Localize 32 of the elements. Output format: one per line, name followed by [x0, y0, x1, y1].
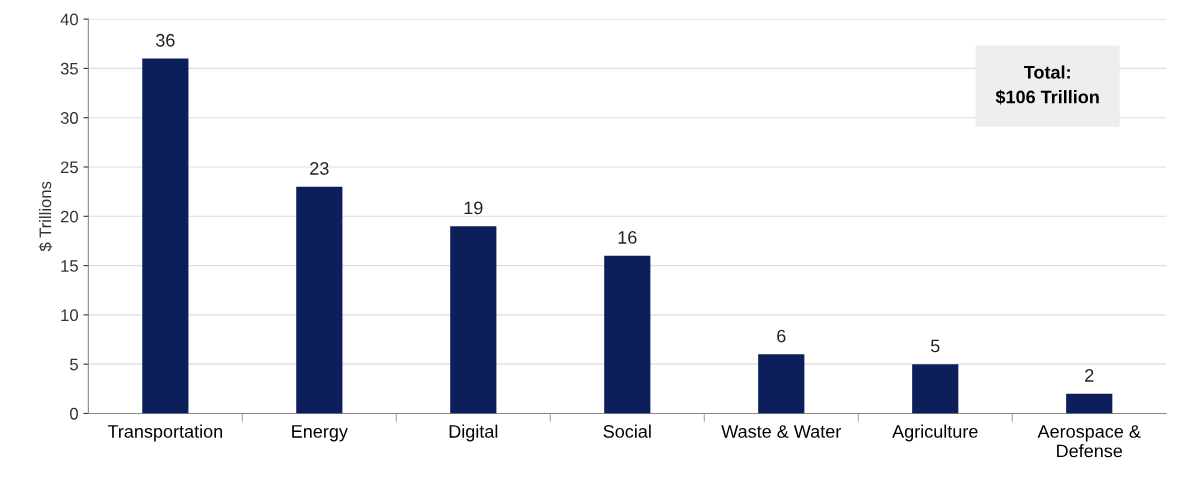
- y-tick-label: 40: [60, 13, 78, 26]
- x-tick-label: Energy: [292, 425, 348, 442]
- y-tick-label: 0: [70, 407, 78, 420]
- bar: [604, 255, 651, 414]
- x-tick-label: Transportation: [107, 424, 223, 442]
- y-tick-label: 5: [70, 358, 78, 371]
- y-tick-label: 35: [60, 62, 78, 75]
- y-tick-label: 25: [60, 161, 78, 174]
- data-label: 16: [618, 231, 637, 244]
- bar: [450, 226, 497, 414]
- y-tick-label: 20: [60, 210, 78, 223]
- bar: [912, 364, 959, 414]
- x-tick-label: Aerospace & Defense: [1037, 425, 1141, 458]
- bar: [1066, 393, 1113, 414]
- x-tick-label: Waste & Water: [721, 425, 841, 438]
- y-axis-title: $ Trillions: [38, 181, 53, 252]
- data-label: 19: [464, 201, 483, 215]
- x-tick-label: Agriculture: [892, 424, 978, 442]
- data-label: 5: [930, 339, 940, 353]
- y-tick-label: 10: [61, 309, 78, 322]
- data-label: 23: [310, 162, 329, 175]
- data-label: 36: [155, 33, 175, 47]
- x-tick-label: Digital: [449, 424, 498, 442]
- bar: [758, 354, 805, 414]
- bar: [296, 186, 343, 414]
- y-tick-label: 30: [60, 112, 78, 124]
- y-tick-label: 15: [61, 260, 78, 272]
- annotation: Total: $106 Trillion: [995, 65, 1099, 105]
- data-label: 2: [1085, 369, 1094, 382]
- x-tick-label: Social: [603, 424, 651, 438]
- data-label: 6: [777, 329, 786, 343]
- bar: [142, 58, 189, 414]
